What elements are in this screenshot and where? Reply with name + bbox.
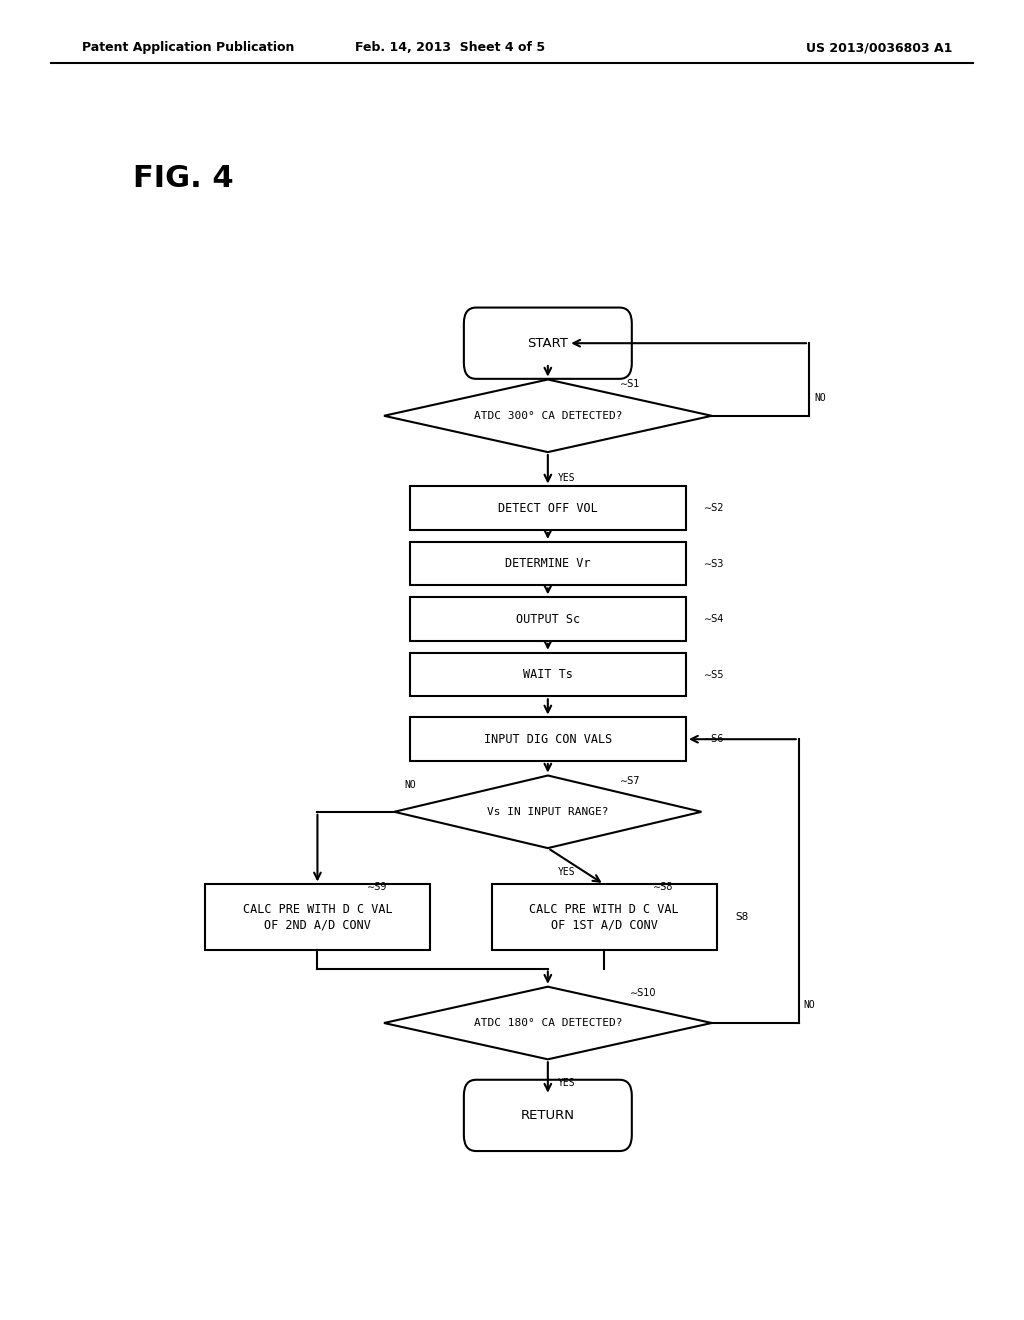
Text: ∼S5: ∼S5 (703, 669, 724, 680)
Text: ∼S2: ∼S2 (703, 503, 724, 513)
Polygon shape (384, 380, 712, 451)
Text: FIG. 4: FIG. 4 (133, 164, 233, 193)
Bar (410, 541, 686, 586)
Bar (410, 653, 686, 697)
Bar (410, 486, 686, 529)
Text: NO: NO (804, 999, 815, 1010)
Text: DETERMINE Vr: DETERMINE Vr (505, 557, 591, 570)
Text: US 2013/0036803 A1: US 2013/0036803 A1 (806, 41, 952, 54)
Polygon shape (394, 776, 701, 849)
Text: OUTPUT Sc: OUTPUT Sc (516, 612, 580, 626)
Text: YES: YES (558, 1078, 575, 1088)
Text: CALC PRE WITH D C VAL
OF 1ST A/D CONV: CALC PRE WITH D C VAL OF 1ST A/D CONV (529, 903, 679, 932)
Text: RETURN: RETURN (521, 1109, 574, 1122)
Text: Vs IN INPUT RANGE?: Vs IN INPUT RANGE? (487, 807, 608, 817)
Bar (205, 884, 430, 950)
FancyBboxPatch shape (464, 1080, 632, 1151)
FancyBboxPatch shape (464, 308, 632, 379)
Text: ∼S10: ∼S10 (630, 987, 656, 998)
Text: WAIT Ts: WAIT Ts (523, 668, 572, 681)
Text: Feb. 14, 2013  Sheet 4 of 5: Feb. 14, 2013 Sheet 4 of 5 (355, 41, 546, 54)
Text: S8: S8 (735, 912, 749, 923)
Text: INPUT DIG CON VALS: INPUT DIG CON VALS (483, 733, 612, 746)
Bar (410, 718, 686, 760)
Text: ∼S6: ∼S6 (703, 734, 724, 744)
Text: YES: YES (558, 867, 575, 876)
Text: YES: YES (558, 474, 575, 483)
Text: ∼S9: ∼S9 (367, 882, 387, 892)
Text: ∼S1: ∼S1 (620, 379, 640, 389)
Text: ATDC 180° CA DETECTED?: ATDC 180° CA DETECTED? (473, 1018, 623, 1028)
Text: DETECT OFF VOL: DETECT OFF VOL (498, 502, 598, 515)
Text: Patent Application Publication: Patent Application Publication (82, 41, 294, 54)
Polygon shape (384, 987, 712, 1059)
Text: NO: NO (404, 780, 416, 791)
Text: CALC PRE WITH D C VAL
OF 2ND A/D CONV: CALC PRE WITH D C VAL OF 2ND A/D CONV (243, 903, 392, 932)
Text: ∼S3: ∼S3 (703, 558, 724, 569)
Text: NO: NO (814, 392, 825, 403)
Bar (492, 884, 717, 950)
Text: ∼S4: ∼S4 (703, 614, 724, 624)
Text: ∼S7: ∼S7 (620, 776, 640, 787)
Bar (410, 597, 686, 640)
Text: ATDC 300° CA DETECTED?: ATDC 300° CA DETECTED? (473, 411, 623, 421)
Text: START: START (527, 337, 568, 350)
Text: ∼S8: ∼S8 (653, 882, 674, 892)
